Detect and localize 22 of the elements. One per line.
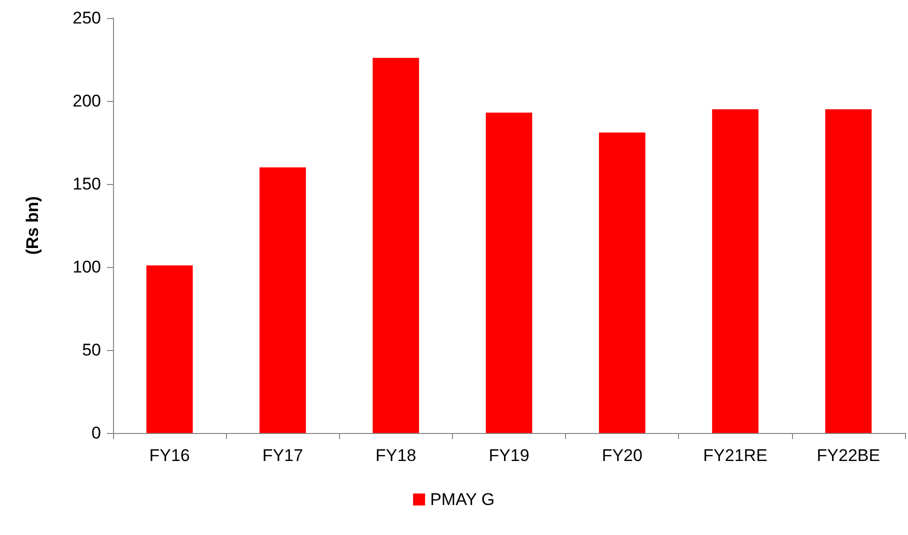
bar: [712, 109, 758, 433]
bar: [372, 58, 420, 433]
x-tick-label: FY18: [376, 446, 416, 465]
x-tick-label: FY16: [149, 446, 190, 465]
bar: [260, 167, 306, 433]
bar: [486, 112, 532, 433]
bar: [598, 132, 646, 433]
x-tick-label: FY17: [262, 446, 304, 465]
bar: [825, 109, 872, 433]
x-tick-label: FY22BE: [816, 446, 880, 465]
y-axis-title: (Rs bn): [23, 196, 42, 255]
y-tick-label: 200: [72, 92, 101, 110]
y-tick-label: 250: [72, 8, 101, 28]
bar: [146, 265, 193, 433]
y-tick-label: 50: [82, 340, 101, 360]
x-tick-label: FY21RE: [703, 446, 768, 465]
x-tick-label: FY19: [488, 446, 530, 465]
x-tick-label: FY20: [602, 446, 642, 465]
y-tick-label: 150: [72, 174, 101, 194]
y-tick-label: 100: [72, 258, 101, 276]
legend-label: PMAY G: [430, 490, 495, 509]
y-tick-label: 0: [92, 424, 101, 442]
